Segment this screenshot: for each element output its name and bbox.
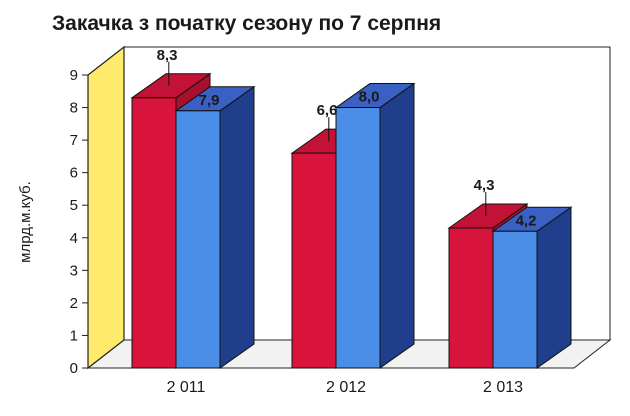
y-tick-label: 3 [70,262,78,279]
bar-side [219,85,255,369]
bar [291,152,337,369]
y-axis-label: млрд.м.куб. [17,181,34,263]
y-tick-label: 8 [70,100,78,117]
y-tick-label: 9 [70,67,78,84]
y-tick-label: 1 [70,327,78,344]
bar [175,110,221,369]
y-tick-label: 7 [70,132,78,149]
bar [448,227,494,369]
data-label: 7,9 [199,92,220,109]
y-tick-label: 5 [70,197,78,214]
data-label: 8,3 [157,47,178,64]
bar [492,230,538,369]
y-axis: 0 1 2 3 4 5 6 7 8 9 [70,67,89,377]
x-tick-label: 2 013 [483,379,523,396]
y-tick-label: 4 [70,230,78,247]
bar [131,97,177,369]
data-label: 4,3 [474,177,495,194]
data-labels: 8,3 7,9 6,6 8,0 4,3 4,2 [157,47,537,229]
chart-title: Закачка з початку сезону по 7 серпня [52,12,441,35]
x-axis-labels: 2 011 2 012 2 013 [167,379,524,396]
bar-side [536,206,572,369]
data-label: 6,6 [317,102,338,119]
y-tick-label: 6 [70,165,78,182]
x-tick-label: 2 012 [326,379,366,396]
bar-side [379,82,415,369]
bar [335,107,381,369]
side-wall [87,45,125,370]
data-label: 8,0 [359,89,380,106]
y-tick-label: 2 [70,295,78,312]
data-label: 4,2 [516,212,537,229]
x-tick-label: 2 011 [167,379,206,396]
bars [130,72,573,369]
y-tick-label: 0 [70,360,78,377]
